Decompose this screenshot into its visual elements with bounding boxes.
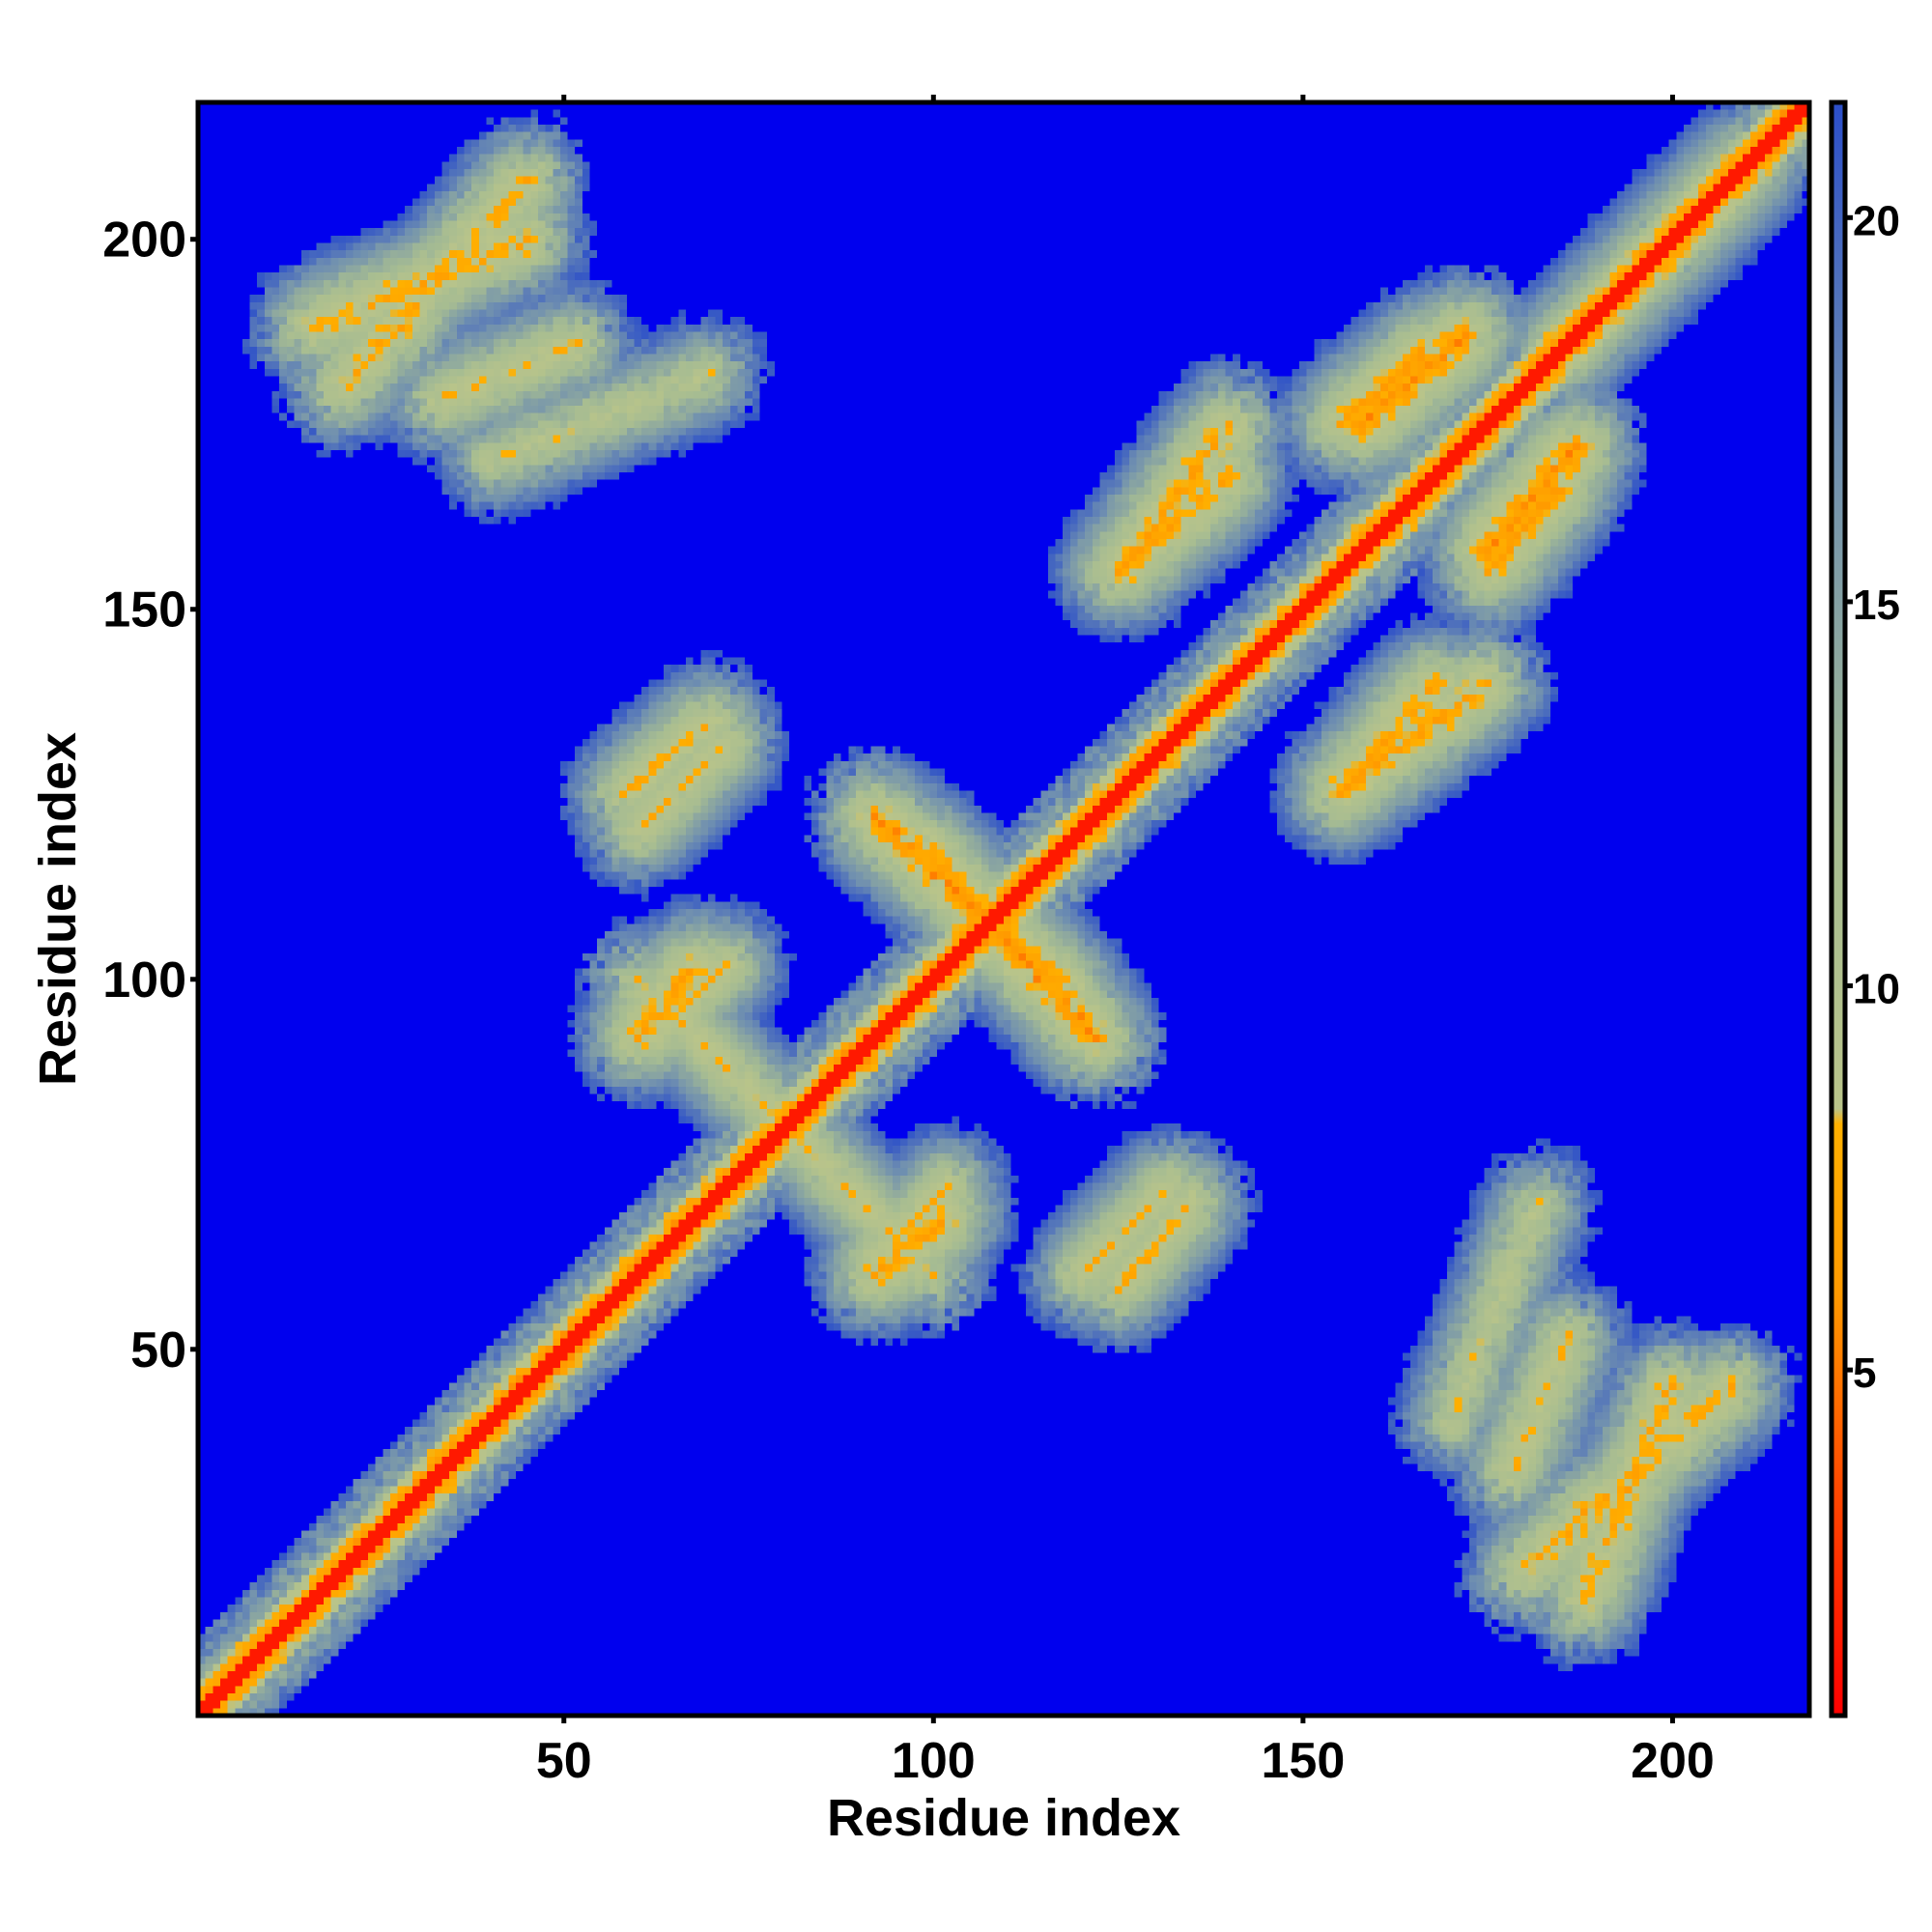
y-tick-label: 150 [102, 582, 186, 639]
plot-frame [195, 99, 1812, 1719]
y-tick-label: 200 [102, 213, 186, 269]
colorbar-tick-label: 5 [1853, 1350, 1876, 1397]
colorbar-tick-label: 15 [1853, 582, 1900, 629]
colorbar-tick-label: 20 [1853, 197, 1900, 244]
y-tick-label: 50 [130, 1322, 186, 1378]
colorbar-ticks: 5 10 15 20 [1845, 197, 1900, 1397]
x-tick-label: 100 [892, 1733, 976, 1789]
colorbar [1829, 99, 1848, 1719]
x-tick-label: 200 [1631, 1733, 1715, 1789]
y-axis-label: Residue index [29, 732, 87, 1086]
top-axis-ticks [561, 95, 1675, 102]
x-axis-label: Residue index [827, 1789, 1180, 1847]
y-tick-label: 100 [102, 952, 186, 1009]
x-axis-ticks: 50 100 150 200 [536, 1716, 1715, 1789]
y-axis-ticks: 50 100 150 200 [102, 213, 198, 1378]
colorbar-tick-label: 10 [1853, 966, 1900, 1013]
x-tick-label: 150 [1261, 1733, 1345, 1789]
x-tick-label: 50 [536, 1733, 592, 1789]
heatmap-cells [198, 102, 1809, 1716]
heatmap-image [198, 102, 1809, 1716]
